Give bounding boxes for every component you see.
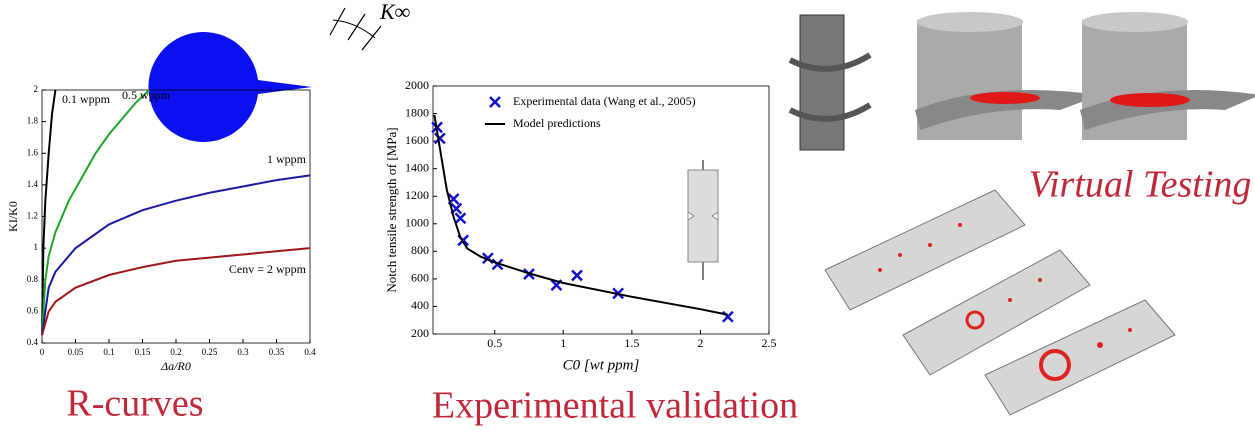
data-point xyxy=(571,269,583,282)
series-label: Cenv = 2 wppm xyxy=(229,262,307,276)
series-label: 0.5 wppm xyxy=(122,88,171,102)
x-tick-label: 0.2 xyxy=(170,347,181,357)
y-tick-label: 0.6 xyxy=(27,305,39,315)
crack-specimen xyxy=(148,7,382,142)
x-tick-label: 1.5 xyxy=(624,336,639,350)
y-axis-label: KI/K0 xyxy=(6,201,20,232)
y-tick-label: 600 xyxy=(411,271,429,285)
legend-label: Experimental data (Wang et al., 2005) xyxy=(513,94,696,108)
caption: R-curves xyxy=(66,383,203,425)
series-line xyxy=(41,174,311,336)
legend-label: Model predictions xyxy=(513,116,601,130)
y-tick-label: 2000 xyxy=(405,78,429,92)
x-tick-label: 2.5 xyxy=(762,336,777,350)
x-axis-label: Δa/R0 xyxy=(160,359,191,373)
y-tick-label: 1200 xyxy=(405,188,429,202)
x-tick-label: 0.3 xyxy=(237,347,249,357)
y-tick-label: 1.6 xyxy=(27,147,39,157)
y-tick-label: 1800 xyxy=(405,105,429,119)
x-tick-label: 0.35 xyxy=(269,347,285,357)
notched-specimen xyxy=(687,160,719,280)
x-axis-label: C0 [wt ppm] xyxy=(563,357,640,373)
data-point xyxy=(433,132,446,145)
caption: Experimental validation xyxy=(432,385,798,427)
x-tick-label: 0.25 xyxy=(202,347,218,357)
x-tick-label: 0.15 xyxy=(135,347,151,357)
load-label: K∞ xyxy=(379,0,411,24)
x-tick-label: 2 xyxy=(697,336,703,350)
y-tick-label: 0.8 xyxy=(27,274,39,284)
y-axis-label: Notch tensile strength σf [MPa] xyxy=(384,127,399,292)
y-tick-label: 1 xyxy=(34,242,39,252)
x-tick-label: 0.4 xyxy=(304,347,316,357)
y-tick-label: 400 xyxy=(411,298,429,312)
plot-frame xyxy=(432,85,770,335)
series-line xyxy=(433,114,729,316)
x-tick-label: 0 xyxy=(40,347,45,357)
y-tick-label: 1.2 xyxy=(27,211,38,221)
series-label: 1 wppm xyxy=(267,152,307,166)
y-tick-label: 800 xyxy=(411,243,429,257)
series-label: 0.1 wppm xyxy=(62,92,111,106)
series-line xyxy=(41,247,311,336)
caption: Virtual Testing xyxy=(1029,164,1252,206)
x-tick-label: 0.05 xyxy=(68,347,84,357)
y-tick-label: 1400 xyxy=(405,160,429,174)
y-tick-label: 1600 xyxy=(405,133,429,147)
y-tick-label: 200 xyxy=(411,326,429,340)
virtual-testing-renderings xyxy=(788,12,1255,416)
y-tick-label: 1.4 xyxy=(27,179,39,189)
x-tick-label: 0.1 xyxy=(103,347,114,357)
legend-marker xyxy=(489,96,501,108)
y-tick-label: 2 xyxy=(34,84,39,94)
y-tick-label: 0.4 xyxy=(27,337,39,347)
y-tick-label: 1.8 xyxy=(27,116,39,126)
x-tick-label: 0.5 xyxy=(487,336,502,350)
data-point xyxy=(454,212,467,225)
x-tick-label: 1 xyxy=(560,336,566,350)
series-line xyxy=(41,89,150,336)
series-line xyxy=(41,89,57,336)
y-tick-label: 1000 xyxy=(405,216,429,230)
